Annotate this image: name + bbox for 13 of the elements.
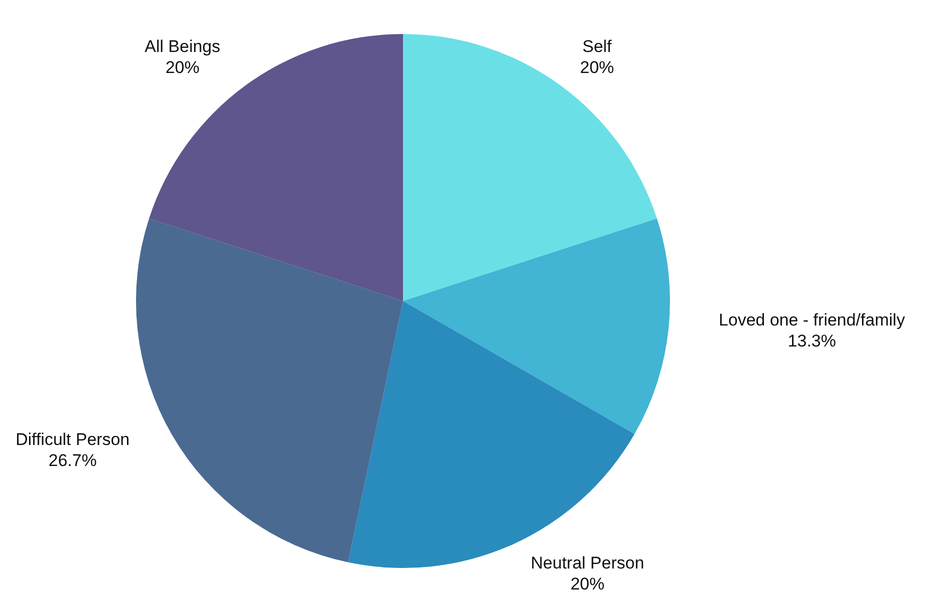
data-label: 13.3% [788,332,836,352]
data-label: 20% [165,58,200,78]
slice-label: Difficult Person [16,430,130,450]
pie-slice [403,34,657,301]
data-label: 20% [570,574,604,594]
pie-slice [136,218,403,562]
slice-label: Loved one - friend/family [718,311,906,330]
slice-label: Neutral Person [530,554,644,573]
slice-label: Self [582,37,612,56]
data-label: 26.7% [48,451,97,470]
pie-slice [403,218,670,434]
data-label: 20% [580,58,614,78]
slice-label: All Beings [144,37,220,56]
